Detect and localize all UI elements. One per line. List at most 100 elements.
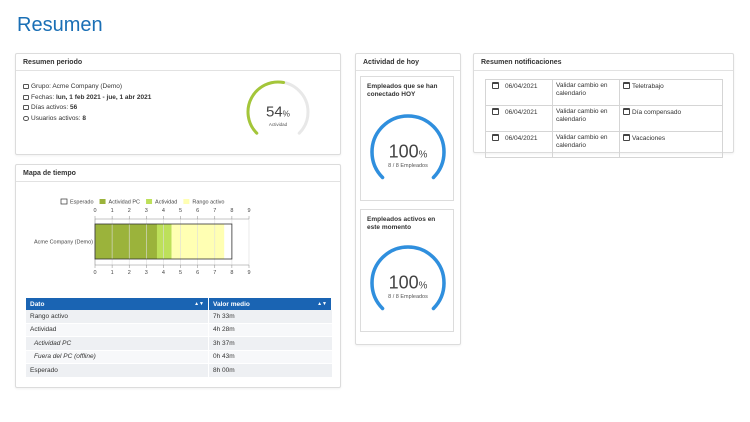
- x-tick-label: 1: [111, 208, 114, 214]
- unit: %: [283, 110, 291, 119]
- x-tick-label: 8: [230, 270, 233, 276]
- time-map-chart: Esperado Actividad PC Actividad Rango activ…: [34, 198, 251, 276]
- table-cell: Esperado: [26, 363, 209, 378]
- gauge-arc: [370, 114, 446, 180]
- table-cell: Actividad PC: [26, 336, 209, 351]
- label: Usuarios activos:: [31, 115, 81, 122]
- x-tick-label: 4: [162, 270, 165, 276]
- value: 100: [389, 141, 419, 161]
- calendar-icon: [623, 108, 630, 115]
- x-tick-label: 5: [179, 270, 182, 276]
- x-tick-label: 0: [93, 208, 96, 214]
- legend-label: Actividad: [155, 200, 177, 206]
- column-header[interactable]: Dato ▲▼: [26, 298, 209, 310]
- category-label: Acme Company (Demo): [34, 240, 93, 246]
- panel-title: Resumen periodo: [16, 54, 340, 71]
- gauge-arc: [370, 245, 446, 311]
- type-cell: Día compensado: [619, 105, 723, 132]
- table-cell: Rango activo: [26, 310, 209, 324]
- today-card: Empleados activos en este momento 100% 8 …: [360, 209, 454, 332]
- label: Días activos:: [31, 104, 69, 111]
- value: 54: [266, 104, 283, 121]
- legend-label: Rango activo: [192, 200, 224, 206]
- notification-row: 06/04/2021 Validar cambio en calendario Dí…: [485, 105, 723, 132]
- group-line: Grupo: Acme Company (Demo): [23, 83, 122, 90]
- today-gauge: 100% 8 / 8 Empleados: [370, 114, 446, 180]
- notification-row: 06/04/2021 Validar cambio en calendario Te…: [485, 79, 723, 106]
- panel-title: Mapa de tiempo: [16, 165, 340, 182]
- dates-line: Fechas: lun, 1 feb 2021 - jue, 1 abr 202…: [23, 94, 151, 101]
- gauge-value: 100%: [389, 141, 428, 161]
- label: Grupo:: [31, 83, 51, 90]
- date: 06/04/2021: [505, 135, 538, 142]
- gauge-label: Actividad: [269, 122, 288, 127]
- date-cell: 06/04/2021: [485, 131, 553, 158]
- calendar-icon: [623, 134, 630, 141]
- date-cell: 06/04/2021: [485, 79, 553, 106]
- value: 8: [82, 115, 86, 122]
- x-tick-label: 5: [179, 208, 182, 214]
- unit: %: [419, 149, 428, 160]
- unit: %: [419, 280, 428, 291]
- table-row: Actividad PC 3h 37m: [26, 336, 332, 351]
- time-table: Dato ▲▼ Valor medio ▲▼ Rango activo 7h 33m A…: [26, 298, 332, 378]
- x-tick-label: 6: [196, 270, 199, 276]
- page-title: Resumen: [17, 14, 103, 36]
- legend-swatch: [99, 199, 106, 204]
- date: 06/04/2021: [505, 83, 538, 90]
- date-cell: 06/04/2021: [485, 105, 553, 132]
- value: Acme Company (Demo): [52, 83, 123, 90]
- legend-label: Actividad PC: [109, 200, 141, 206]
- type-cell: Vacaciones: [619, 131, 723, 158]
- x-tick-label: 7: [213, 270, 216, 276]
- table-row: Actividad 4h 28m: [26, 323, 332, 337]
- value: 56: [70, 104, 78, 111]
- column-header[interactable]: Valor medio ▲▼: [208, 298, 332, 310]
- x-tick-label: 1: [111, 270, 114, 276]
- gauge-value: 54%: [266, 104, 291, 121]
- legend-swatch: [60, 198, 68, 205]
- x-tick-label: 2: [128, 208, 131, 214]
- days-line: Días activos: 56: [23, 104, 77, 111]
- table-row: Esperado 8h 00m: [26, 363, 332, 378]
- panel-title: Resumen notificaciones: [474, 54, 733, 71]
- bar: [95, 224, 157, 259]
- table-row: Fuera del PC (offline) 0h 43m: [26, 350, 332, 364]
- x-tick-label: 4: [162, 208, 165, 214]
- x-tick-label: 6: [196, 208, 199, 214]
- table-row: Rango activo 7h 33m: [26, 310, 332, 324]
- notifications-panel: Resumen notificaciones 06/04/2021 Validar…: [473, 53, 734, 158]
- table-cell: 4h 28m: [208, 323, 332, 337]
- label: Fechas:: [31, 94, 55, 101]
- table-cell: 0h 43m: [208, 350, 332, 364]
- activity-gauge: 54%Actividad: [246, 80, 310, 135]
- x-tick-label: 7: [213, 208, 216, 214]
- value: 100: [389, 272, 419, 292]
- x-tick-label: 8: [230, 208, 233, 214]
- action-cell: Validar cambio en calendario: [552, 105, 620, 132]
- today-card: Empleados que se han conectado HOY 100% 8…: [360, 76, 454, 201]
- action-cell: Validar cambio en calendario: [552, 131, 620, 158]
- calendar-icon: [492, 108, 499, 115]
- expected-outline: [94, 223, 233, 260]
- type: Vacaciones: [632, 135, 666, 142]
- card-title: Empleados que se han conectado HOY: [367, 83, 438, 98]
- time-map-panel: Mapa de tiempo Esperado Actividad PC Activ…: [15, 164, 341, 388]
- calendar-icon: [623, 82, 630, 89]
- x-tick-label: 3: [145, 270, 148, 276]
- value: lun, 1 feb 2021 - jue, 1 abr 2021: [55, 94, 152, 101]
- notification-row: 06/04/2021 Validar cambio en calendario Va…: [485, 131, 723, 158]
- table-cell: 7h 33m: [208, 310, 332, 324]
- card-title: Empleados activos en este momento: [367, 216, 436, 231]
- calendar-icon: [492, 134, 499, 141]
- table-cell: 3h 37m: [208, 336, 332, 351]
- column-title: Dato: [30, 300, 45, 308]
- x-tick-label: 0: [93, 270, 96, 276]
- x-tick-label: 9: [247, 270, 250, 276]
- period-panel: Resumen periodo Grupo: Acme Company (Dem…: [15, 53, 341, 155]
- table-cell: 8h 00m: [208, 363, 332, 378]
- gauge-value: 100%: [389, 272, 428, 292]
- x-tick-label: 9: [247, 208, 250, 214]
